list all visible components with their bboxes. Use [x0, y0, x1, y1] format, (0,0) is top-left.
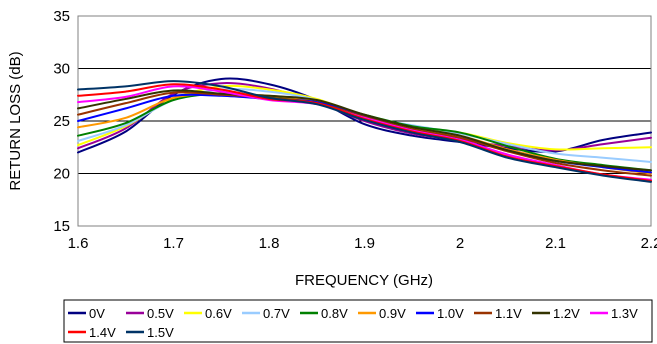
y-axis-label: RETURN LOSS (dB) — [7, 51, 24, 190]
legend-item: 0.6V — [184, 306, 232, 321]
x-tick-label: 1.8 — [259, 235, 280, 252]
legend-label: 0.5V — [147, 306, 174, 321]
legend-item: 1.4V — [68, 325, 116, 340]
legend-item: 1.1V — [474, 306, 522, 321]
x-tick-label: 1.6 — [68, 235, 89, 252]
y-tick-label: 30 — [53, 61, 70, 78]
legend-label: 0.8V — [321, 306, 348, 321]
series-line-1-5v — [77, 80, 652, 183]
legend-items: 0V 0.5V 0.6V 0.7V 0.8V 0.9V 1.0V 1.1V 1.2V 1.3V 1.… — [68, 306, 638, 340]
legend-label: 1.4V — [89, 325, 116, 340]
legend: 0V 0.5V 0.6V 0.7V 0.8V 0.9V 1.0V 1.1V 1.2V 1.3V 1.… — [63, 299, 653, 343]
legend-label: 1.2V — [553, 306, 580, 321]
legend-item: 1.0V — [416, 306, 464, 321]
x-tick-labels: 1.6 1.7 1.8 1.9 2 2.1 2.2 — [68, 235, 657, 252]
y-tick-label: 20 — [53, 166, 70, 183]
x-tick-label: 1.9 — [354, 235, 375, 252]
series-line-0-5v — [77, 82, 652, 152]
series-line-1-4v — [77, 83, 652, 182]
series-line-1-3v — [77, 85, 652, 181]
y-tick-label: 15 — [53, 218, 70, 235]
x-tick-label: 2 — [456, 235, 464, 252]
legend-item: 1.2V — [532, 306, 580, 321]
legend-label: 1.5V — [147, 325, 174, 340]
series-line-1-1v — [77, 91, 652, 177]
y-tick-labels: 15 20 25 30 35 — [53, 8, 70, 235]
x-axis-label: FREQUENCY (GHz) — [295, 272, 433, 289]
y-tick-label: 35 — [53, 8, 70, 25]
legend-label: 1.1V — [495, 306, 522, 321]
legend-label: 0V — [89, 306, 105, 321]
legend-item: 0V — [68, 306, 105, 321]
x-tick-label: 1.7 — [163, 235, 184, 252]
legend-label: 0.6V — [205, 306, 232, 321]
x-tick-label: 2.1 — [545, 235, 566, 252]
legend-item: 1.3V — [590, 306, 638, 321]
legend-item: 0.7V — [242, 306, 290, 321]
legend-label: 1.0V — [437, 306, 464, 321]
legend-box — [63, 299, 653, 343]
legend-label: 0.9V — [379, 306, 406, 321]
series-line-1-2v — [77, 89, 652, 172]
y-tick-label: 25 — [53, 113, 70, 130]
legend-label: 1.3V — [611, 306, 638, 321]
legend-item: 0.9V — [358, 306, 406, 321]
legend-label: 0.7V — [263, 306, 290, 321]
series-lines — [77, 77, 652, 183]
legend-item: 1.5V — [126, 325, 174, 340]
legend-item: 0.8V — [300, 306, 348, 321]
x-tick-label: 2.2 — [641, 235, 657, 252]
legend-item: 0.5V — [126, 306, 174, 321]
